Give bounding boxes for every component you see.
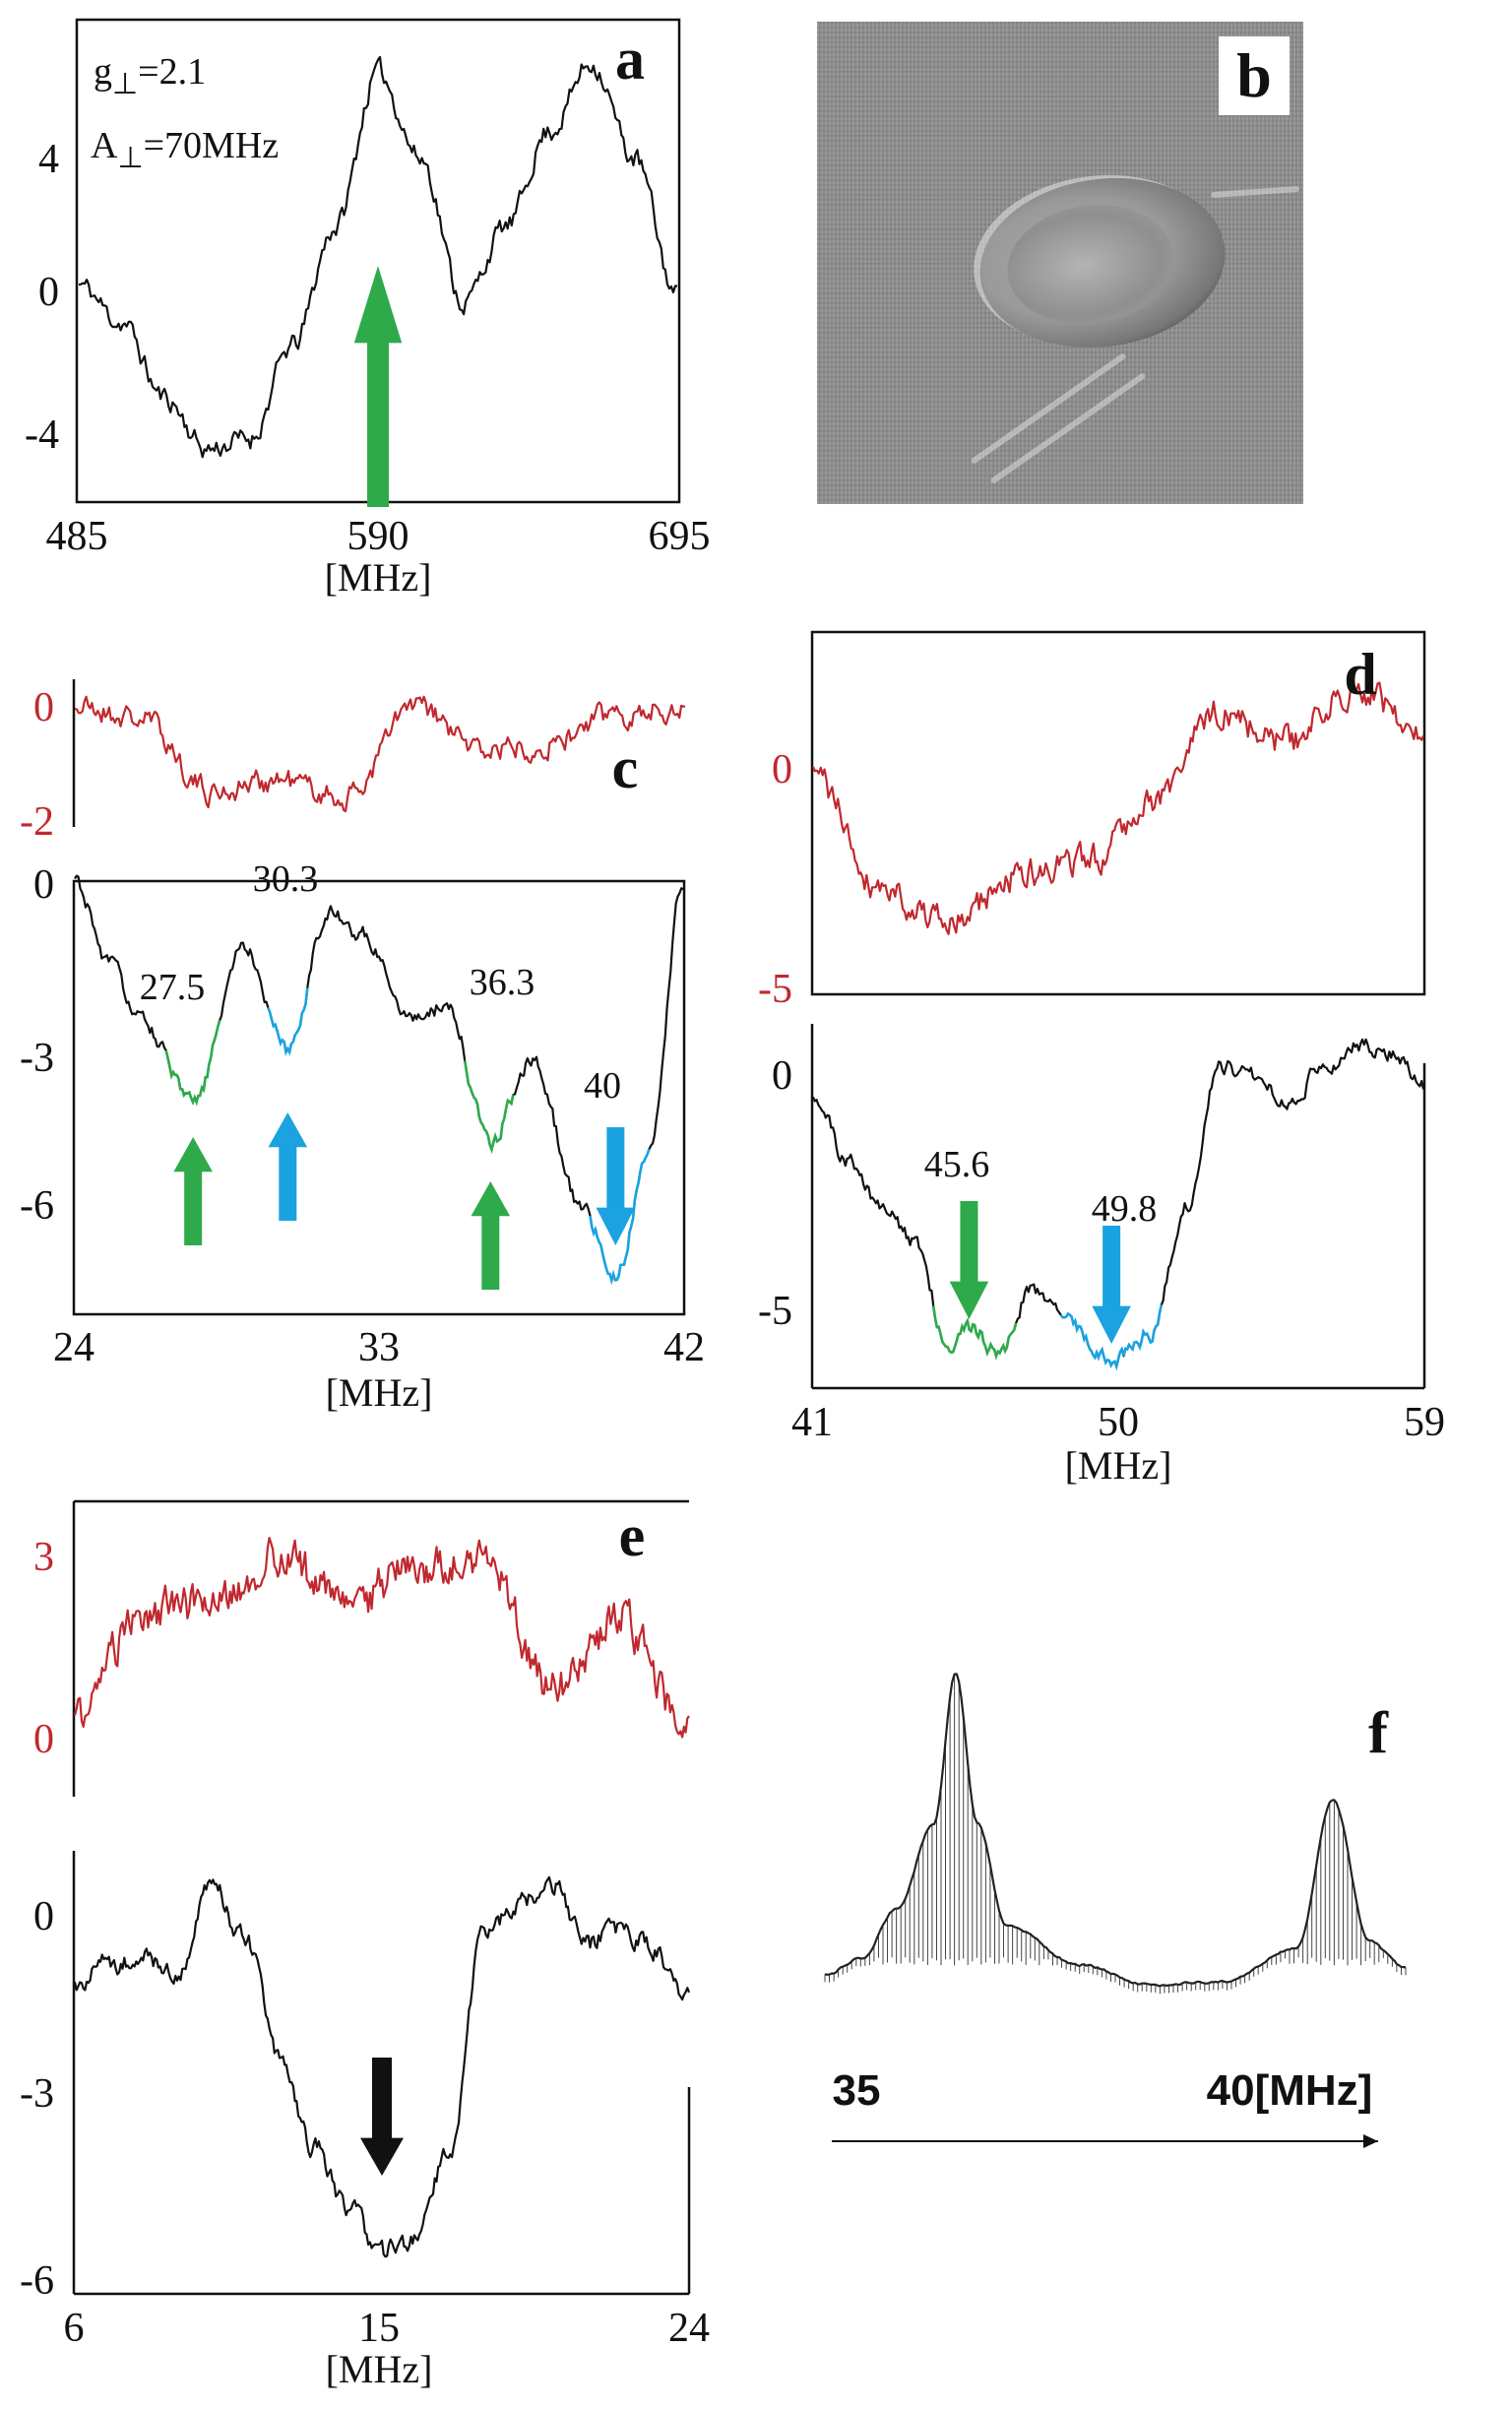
- green-down-arrow: [949, 1201, 989, 1319]
- highlight-arrow: [471, 1181, 511, 1290]
- green-up-arrow: [353, 266, 403, 507]
- green-highlight: [164, 1020, 221, 1107]
- panel-d-letter: d: [1344, 642, 1376, 707]
- panel-f-xtick-35: 35: [833, 2066, 881, 2115]
- panel-a-green-arrow: [353, 266, 403, 507]
- panel-a-xlabel: [MHz]: [325, 555, 432, 600]
- panel-c-ytick-0: 0: [33, 862, 54, 908]
- panel-c-xlabel: [MHz]: [326, 1370, 433, 1415]
- panel-d-ytick-0: 0: [772, 1053, 792, 1099]
- panel-c-bottom-frame: [72, 879, 686, 1316]
- highlight-arrow: [173, 1137, 213, 1245]
- panel-d-xtick-59: 59: [1404, 1400, 1445, 1445]
- panel-a-xtick-590: 590: [347, 514, 410, 559]
- panel-d: 0 -5 d 45.6 49.8 0 -5 41 50 59 [MHz]: [758, 630, 1445, 1488]
- panel-e-ytick-0: 0: [33, 1894, 54, 1939]
- panel-a-ytick-neg4: -4: [25, 412, 59, 458]
- panel-e-xtick-24: 24: [668, 2306, 710, 2351]
- panel-d-red-trace: [811, 675, 1424, 935]
- blue-highlight: [1059, 1304, 1164, 1371]
- panel-e: 3 0 e 0 -3 -6 6 15 24 [MHz]: [20, 1499, 710, 2391]
- panel-d-xtick-41: 41: [791, 1400, 833, 1445]
- panel-a-ytick-0: 0: [38, 270, 59, 315]
- panel-b-micrograph: b: [817, 22, 1303, 504]
- panel-c-letter: c: [612, 735, 639, 800]
- panel-e-black-trace: [73, 1875, 691, 2258]
- panel-d-peak-45.6: 45.6: [924, 1144, 990, 1185]
- panel-e-xlabel: [MHz]: [326, 2347, 433, 2391]
- panel-b-letter: b: [1219, 36, 1290, 115]
- panel-a-ytick-4: 4: [38, 137, 59, 182]
- highlight-arrow: [268, 1112, 308, 1221]
- panel-c-red-trace: [74, 695, 686, 813]
- panel-e-red-trace: [73, 1537, 690, 1739]
- panel-a-trace: [78, 55, 677, 459]
- panel-d-top-frame: [810, 630, 1426, 996]
- panel-e-black-arrow: [360, 2058, 404, 2176]
- panel-d-peak-49.8: 49.8: [1092, 1188, 1158, 1230]
- panel-c-red-ytick-neg2: -2: [20, 799, 54, 845]
- panel-e-red-ytick-0: 0: [33, 1717, 54, 1762]
- panel-e-xtick-6: 6: [64, 2306, 85, 2351]
- blue-highlight: [589, 1148, 651, 1286]
- panel-c-xtick-33: 33: [358, 1325, 400, 1370]
- panel-d-red-ytick-neg5: -5: [758, 967, 792, 1012]
- panel-c-peak-30.3: 30.3: [253, 858, 319, 900]
- blue-down-arrow: [596, 1127, 636, 1245]
- blue-highlight: [267, 987, 309, 1056]
- panel-f-trace: [824, 1673, 1407, 1988]
- panel-c-xtick-42: 42: [663, 1325, 705, 1370]
- green-highlight: [931, 1305, 1018, 1361]
- blue-down-arrow: [1092, 1226, 1131, 1344]
- panel-d-xtick-50: 50: [1098, 1400, 1139, 1445]
- panel-a: 4 0 -4 485 590 695 [MHz] a g⊥=2.1 A⊥=70M…: [25, 18, 711, 600]
- panel-b-crater-inner: [999, 194, 1182, 335]
- panel-f: f 35 40[MHz]: [824, 1673, 1407, 2148]
- black-down-arrow: [360, 2058, 404, 2176]
- panel-c-peak-36.3: 36.3: [470, 962, 536, 1003]
- panel-a-A-annotation: A⊥=70MHz: [91, 125, 279, 174]
- panel-a-letter: a: [615, 27, 645, 92]
- panel-c-xtick-24: 24: [53, 1325, 94, 1370]
- panel-c-ytick-neg3: -3: [20, 1036, 54, 1081]
- panel-c: 0 -2 c 27.5 30.3 36.3 40 0 -3 -6 24 33 4…: [20, 679, 705, 1415]
- panel-a-xtick-485: 485: [46, 514, 108, 559]
- panel-c-peak-40: 40: [584, 1065, 621, 1107]
- green-highlight: [463, 1060, 515, 1155]
- panel-e-ytick-neg3: -3: [20, 2071, 54, 2117]
- panel-d-arrows: [931, 1201, 1164, 1371]
- panel-e-letter: e: [619, 1503, 646, 1568]
- panel-f-letter: f: [1368, 1700, 1389, 1765]
- panel-f-xtick-40: 40[MHz]: [1207, 2066, 1373, 2115]
- panel-f-axis-arrowhead: [1363, 2134, 1378, 2148]
- panel-f-hatching: [824, 1674, 1407, 1995]
- panel-c-arrows: [164, 987, 651, 1290]
- panel-e-ytick-neg6: -6: [20, 2258, 54, 2304]
- panel-c-red-ytick-0: 0: [33, 685, 54, 730]
- panel-d-ytick-neg5: -5: [758, 1289, 792, 1334]
- panel-c-ytick-neg6: -6: [20, 1183, 54, 1229]
- panel-e-xtick-15: 15: [358, 2306, 400, 2351]
- panel-c-peak-27.5: 27.5: [140, 967, 206, 1008]
- panel-a-g-annotation: g⊥=2.1: [94, 51, 206, 100]
- panel-d-red-ytick-0: 0: [772, 747, 792, 793]
- panel-d-xlabel: [MHz]: [1065, 1443, 1172, 1488]
- panel-a-xtick-695: 695: [649, 514, 711, 559]
- panel-e-red-ytick-3: 3: [33, 1535, 54, 1580]
